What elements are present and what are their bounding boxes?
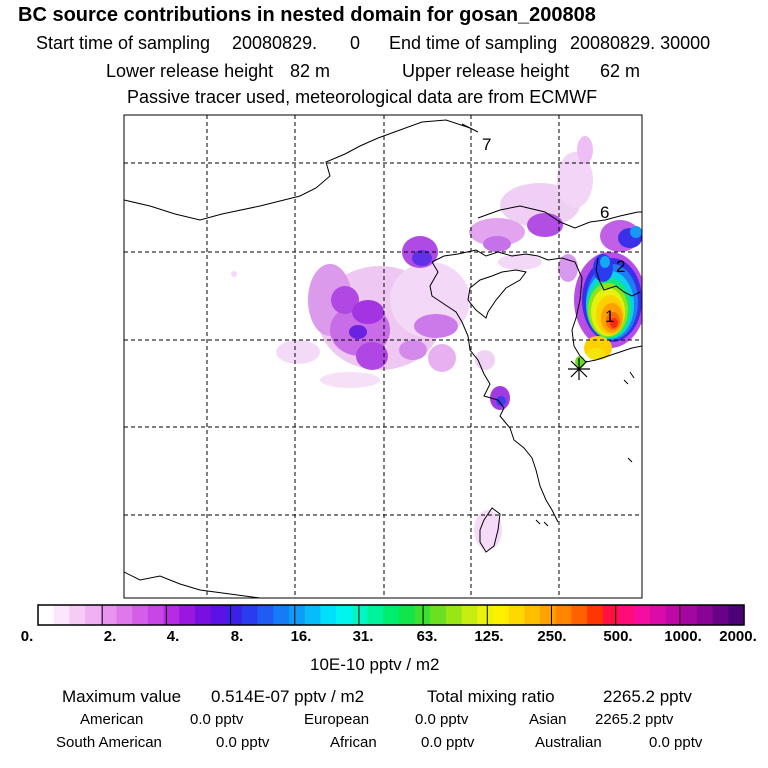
colorbar-segment bbox=[445, 605, 463, 625]
colorbar-segment bbox=[147, 605, 165, 625]
colorbar-segment bbox=[69, 605, 86, 625]
northern-plume bbox=[469, 136, 642, 282]
colorbar-segment bbox=[383, 605, 400, 625]
colorbar-tick: 1000. bbox=[664, 628, 702, 645]
south-american-value: 0.0 pptv bbox=[216, 734, 270, 751]
australian-value: 0.0 pptv bbox=[649, 734, 703, 751]
colorbar-tick: 500. bbox=[603, 628, 633, 645]
max-value: 0.514E-07 pptv / m2 bbox=[211, 687, 365, 706]
colorbar-segment bbox=[116, 605, 133, 625]
colorbar-segment bbox=[540, 605, 557, 625]
colorbar-segment bbox=[38, 605, 55, 625]
region-label-1: 1 bbox=[605, 307, 614, 326]
colorbar-segment bbox=[179, 605, 196, 625]
african-label: African bbox=[330, 734, 377, 751]
colorbar-tick: 2000. bbox=[719, 628, 757, 645]
lower-height-label: Lower release height bbox=[106, 61, 274, 81]
colorbar-segment bbox=[492, 605, 510, 625]
region-label-6: 6 bbox=[600, 203, 609, 222]
page-title: BC source contributions in nested domain… bbox=[18, 4, 596, 26]
lat-lon-grid bbox=[124, 115, 642, 598]
colorbar-segment bbox=[602, 605, 620, 625]
end-time-value: 20080829. 30000 bbox=[570, 33, 711, 53]
colorbar-segment bbox=[320, 605, 337, 625]
colorbar-segment bbox=[712, 605, 729, 625]
australian-label: Australian bbox=[535, 734, 602, 751]
map-frame bbox=[123, 114, 643, 599]
colorbar-tick: 8. bbox=[230, 628, 244, 645]
colorbar-segment bbox=[618, 605, 635, 625]
american-value: 0.0 pptv bbox=[190, 711, 244, 728]
colorbar-segment bbox=[587, 605, 604, 625]
colorbar-segment bbox=[728, 605, 745, 625]
colorbar-segment bbox=[351, 605, 369, 625]
colorbar-tick: 0. bbox=[20, 628, 34, 645]
start-time-hour: 0 bbox=[350, 33, 361, 53]
total-mixing-value: 2265.2 pptv bbox=[603, 687, 692, 706]
american-label: American bbox=[80, 711, 144, 728]
colorbar-segment bbox=[194, 605, 212, 625]
colorbar-segment bbox=[336, 605, 353, 625]
colorbar-segment bbox=[555, 605, 573, 625]
colorbar-segment bbox=[132, 605, 149, 625]
inland-plume bbox=[231, 236, 510, 550]
colorbar-tick: 16. bbox=[290, 628, 312, 645]
end-time-label: End time of sampling bbox=[389, 33, 558, 53]
colorbar-segment bbox=[289, 605, 306, 625]
colorbar-segment bbox=[696, 605, 714, 625]
colorbar-segment bbox=[273, 605, 290, 625]
colorbar-segment bbox=[430, 605, 447, 625]
colorbar-segment bbox=[524, 605, 541, 625]
coastlines bbox=[124, 119, 642, 598]
tracer-note: Passive tracer used, meteorological data… bbox=[127, 87, 598, 107]
region-label-7: 7 bbox=[482, 135, 491, 154]
colorbar-segment bbox=[53, 605, 70, 625]
colorbar-segment bbox=[257, 605, 274, 625]
total-mixing-label: Total mixing ratio bbox=[427, 687, 555, 706]
region-label-2: 2 bbox=[616, 257, 625, 276]
receptor-star-icon bbox=[568, 358, 590, 380]
colorbar-segment bbox=[226, 605, 243, 625]
upper-height-label: Upper release height bbox=[402, 61, 570, 81]
asian-label: Asian bbox=[529, 711, 567, 728]
colorbar-tick: 250. bbox=[537, 628, 567, 645]
colorbar-segment bbox=[477, 605, 494, 625]
colorbar-segment bbox=[163, 605, 180, 625]
colorbar-segment bbox=[649, 605, 667, 625]
colorbar-segment bbox=[681, 605, 698, 625]
colorbar-tick: 2. bbox=[103, 628, 117, 645]
plume-layer bbox=[231, 136, 642, 550]
south-american-label: South American bbox=[56, 734, 162, 751]
colorbar-segment bbox=[85, 605, 102, 625]
african-value: 0.0 pptv bbox=[421, 734, 475, 751]
european-label: European bbox=[304, 711, 370, 728]
colorbar-segment bbox=[571, 605, 588, 625]
colorbar-segment bbox=[665, 605, 682, 625]
european-value: 0.0 pptv bbox=[415, 711, 469, 728]
colorbar-segment bbox=[304, 605, 321, 625]
colorbar-tick: 4. bbox=[166, 628, 180, 645]
colorbar-segment bbox=[461, 605, 478, 625]
colorbar-units: 10E-10 pptv / m2 bbox=[310, 655, 440, 674]
max-value-label: Maximum value bbox=[62, 687, 182, 706]
colorbar-segment bbox=[508, 605, 525, 625]
start-time-value: 20080829. bbox=[232, 33, 318, 53]
upper-height-value: 62 m bbox=[600, 61, 641, 81]
colorbar-segment bbox=[367, 605, 384, 625]
asian-value: 2265.2 pptv bbox=[595, 711, 674, 728]
colorbar bbox=[38, 605, 745, 625]
lower-height-value: 82 m bbox=[290, 61, 331, 81]
colorbar-segment bbox=[100, 605, 118, 625]
colorbar-frame bbox=[37, 604, 745, 626]
colorbar-segment bbox=[210, 605, 227, 625]
colorbar-tick: 63. bbox=[416, 628, 438, 645]
colorbar-tick: 31. bbox=[352, 628, 374, 645]
korea-hotspot bbox=[574, 252, 642, 368]
colorbar-segment bbox=[398, 605, 416, 625]
colorbar-tick: 125. bbox=[474, 628, 504, 645]
colorbar-segment bbox=[634, 605, 651, 625]
start-time-label: Start time of sampling bbox=[36, 33, 211, 53]
colorbar-segment bbox=[241, 605, 259, 625]
